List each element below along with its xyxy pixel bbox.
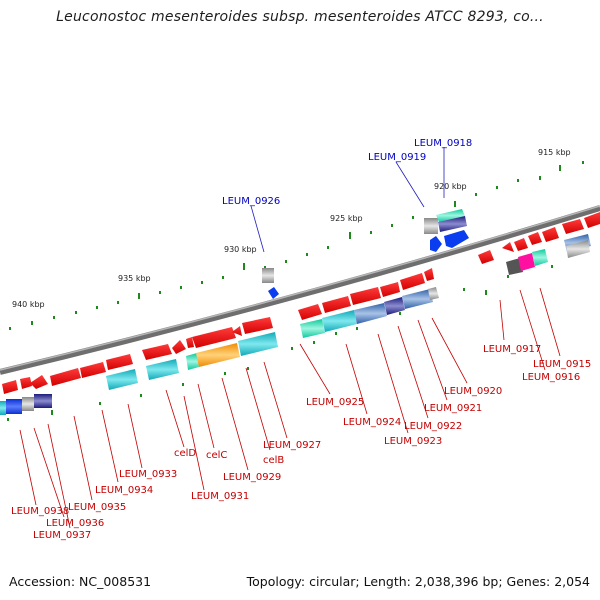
gene-arrow[interactable] bbox=[106, 354, 133, 370]
cog-box[interactable] bbox=[438, 216, 467, 232]
gene-arrow[interactable] bbox=[232, 326, 242, 336]
blue-callouts bbox=[250, 147, 445, 253]
gene-arrow[interactable] bbox=[50, 368, 81, 386]
gene-arrow[interactable] bbox=[562, 219, 584, 234]
cog-box[interactable] bbox=[186, 353, 199, 370]
cog-box[interactable] bbox=[384, 297, 405, 315]
gene-arrow[interactable] bbox=[584, 212, 600, 228]
label-LEUM_0919[interactable]: LEUM_0919 bbox=[368, 152, 426, 163]
scale-label-935: 935 kbp bbox=[118, 274, 151, 283]
cog-box[interactable] bbox=[22, 397, 34, 411]
label-LEUM_0921[interactable]: LEUM_0921 bbox=[424, 403, 482, 414]
label-celB[interactable]: celB bbox=[263, 455, 284, 466]
gene-arrow[interactable] bbox=[172, 340, 186, 354]
gene-arrow[interactable] bbox=[186, 337, 194, 348]
label-LEUM_0927[interactable]: LEUM_0927 bbox=[263, 440, 321, 451]
red-callouts bbox=[19, 287, 561, 529]
label-LEUM_0929[interactable]: LEUM_0929 bbox=[223, 472, 281, 483]
genome-summary-text: Topology: circular; Length: 2,038,396 bp… bbox=[246, 574, 590, 589]
blue-genes[interactable] bbox=[262, 209, 469, 299]
map-title: Leuconostoc mesenteroides subsp. mesente… bbox=[56, 9, 544, 25]
scale-label-925: 925 kbp bbox=[330, 214, 363, 223]
cog-box[interactable] bbox=[428, 287, 439, 300]
cog-box[interactable] bbox=[402, 289, 433, 309]
gene-arrow[interactable] bbox=[380, 282, 400, 297]
scale-label-940: 940 kbp bbox=[12, 300, 45, 309]
red-genes-row[interactable] bbox=[2, 212, 600, 394]
gene-arrow[interactable] bbox=[478, 250, 494, 264]
label-LEUM_0931[interactable]: LEUM_0931 bbox=[191, 491, 249, 502]
cog-box[interactable] bbox=[262, 268, 274, 283]
gene-arrow[interactable] bbox=[322, 296, 351, 313]
gene-arrow[interactable] bbox=[268, 287, 279, 299]
label-LEUM_0917[interactable]: LEUM_0917 bbox=[483, 344, 541, 355]
gene-arrow[interactable] bbox=[2, 380, 18, 394]
scale-label-930: 930 kbp bbox=[224, 245, 257, 254]
label-LEUM_0936[interactable]: LEUM_0936 bbox=[46, 518, 104, 529]
gene-arrow[interactable] bbox=[242, 317, 273, 334]
gene-arrow[interactable] bbox=[192, 327, 236, 348]
cog-box[interactable] bbox=[566, 240, 590, 258]
cog-box[interactable] bbox=[146, 359, 179, 380]
gene-arrow[interactable] bbox=[444, 230, 469, 248]
scale-ticks-inner bbox=[7, 265, 553, 421]
label-LEUM_0920[interactable]: LEUM_0920 bbox=[444, 386, 502, 397]
gene-arrow[interactable] bbox=[514, 238, 528, 251]
cog-box[interactable] bbox=[436, 209, 465, 222]
cog-box[interactable] bbox=[196, 343, 240, 367]
scale-label-915: 915 kbp bbox=[538, 148, 571, 157]
gene-arrow[interactable] bbox=[350, 287, 381, 305]
cog-box[interactable] bbox=[354, 303, 387, 324]
scale-label-920: 920 kbp bbox=[434, 182, 467, 191]
genome-backbone-highlight bbox=[0, 205, 600, 371]
cog-boxes-row[interactable] bbox=[0, 234, 591, 415]
label-LEUM_0915[interactable]: LEUM_0915 bbox=[533, 359, 591, 370]
cog-box[interactable] bbox=[506, 258, 523, 275]
label-LEUM_0924[interactable]: LEUM_0924 bbox=[343, 417, 401, 428]
label-LEUM_0934[interactable]: LEUM_0934 bbox=[95, 485, 153, 496]
cog-box[interactable] bbox=[322, 310, 357, 332]
cog-box[interactable] bbox=[0, 401, 6, 415]
label-LEUM_0926[interactable]: LEUM_0926 bbox=[222, 196, 280, 207]
gene-arrow[interactable] bbox=[20, 377, 32, 389]
cog-box[interactable] bbox=[300, 319, 325, 338]
label-LEUM_0935[interactable]: LEUM_0935 bbox=[68, 502, 126, 513]
gene-arrow[interactable] bbox=[142, 344, 172, 360]
gene-arrow[interactable] bbox=[542, 227, 559, 242]
gene-arrow[interactable] bbox=[400, 273, 425, 290]
label-LEUM_0938[interactable]: LEUM_0938 bbox=[11, 506, 69, 517]
cog-box[interactable] bbox=[532, 249, 548, 266]
scale-ticks-outer bbox=[9, 161, 584, 330]
cog-box[interactable] bbox=[34, 394, 52, 408]
cog-box[interactable] bbox=[424, 218, 438, 234]
gene-arrow[interactable] bbox=[424, 268, 434, 281]
label-celD[interactable]: celD bbox=[174, 448, 196, 459]
gene-arrow[interactable] bbox=[298, 304, 322, 320]
accession-text: Accession: NC_008531 bbox=[9, 574, 152, 589]
gene-arrow[interactable] bbox=[528, 232, 542, 245]
cog-box[interactable] bbox=[518, 253, 535, 271]
cog-box[interactable] bbox=[6, 399, 22, 414]
label-LEUM_0916[interactable]: LEUM_0916 bbox=[522, 372, 580, 383]
label-LEUM_0918[interactable]: LEUM_0918 bbox=[414, 138, 472, 149]
label-LEUM_0922[interactable]: LEUM_0922 bbox=[404, 421, 462, 432]
genome-backbone bbox=[0, 205, 600, 375]
label-LEUM_0925[interactable]: LEUM_0925 bbox=[306, 397, 364, 408]
cog-box[interactable] bbox=[106, 369, 138, 390]
gene-arrow[interactable] bbox=[430, 236, 442, 252]
gene-arrow[interactable] bbox=[502, 242, 514, 252]
label-celC[interactable]: celC bbox=[206, 450, 227, 461]
gene-arrow[interactable] bbox=[30, 375, 48, 389]
gene-arrow[interactable] bbox=[80, 362, 106, 378]
label-LEUM_0937[interactable]: LEUM_0937 bbox=[33, 530, 91, 541]
label-LEUM_0923[interactable]: LEUM_0923 bbox=[384, 436, 442, 447]
label-LEUM_0933[interactable]: LEUM_0933 bbox=[119, 469, 177, 480]
cog-box[interactable] bbox=[238, 332, 278, 356]
